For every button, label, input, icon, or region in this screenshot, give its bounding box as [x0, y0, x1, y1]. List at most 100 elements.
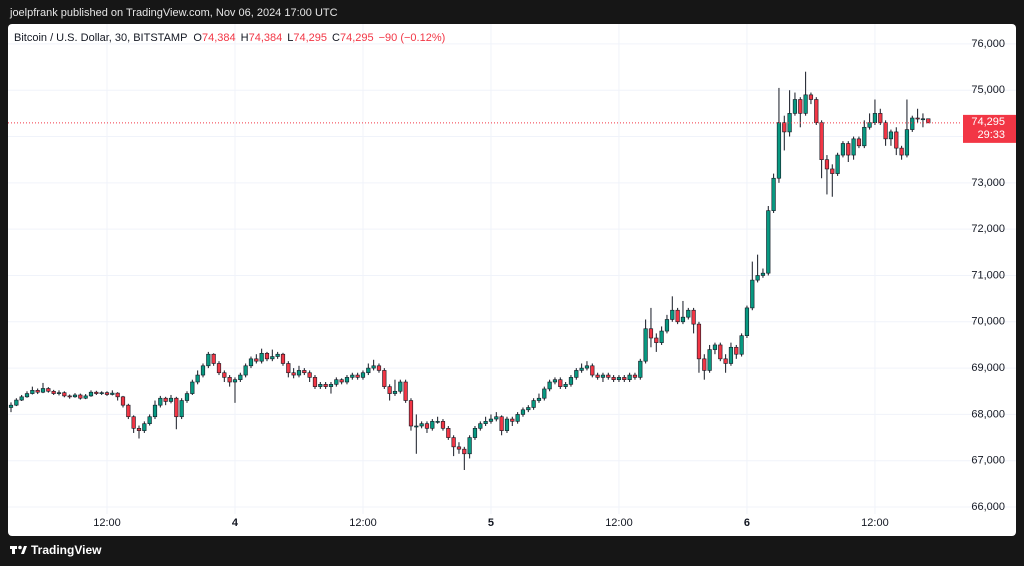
candle-body [200, 365, 206, 376]
candle-body [926, 118, 931, 124]
candle-body [766, 210, 771, 274]
candle-body [222, 372, 227, 378]
candle-body [776, 122, 782, 179]
candle-body [67, 395, 72, 398]
candle-body [211, 353, 216, 364]
candle-body [718, 344, 723, 360]
candle-body [904, 129, 910, 156]
candle-body [840, 143, 846, 156]
candle-body [248, 358, 254, 367]
candle-body [920, 118, 926, 121]
candle-body [206, 353, 211, 367]
legend-value: 74,295 [340, 32, 374, 44]
candle-body [494, 416, 499, 420]
candle-body [94, 391, 99, 394]
y-tick-label: 72,000 [971, 223, 1005, 235]
candle-body [782, 122, 787, 133]
candle-body [622, 377, 627, 380]
y-tick-label: 76,000 [971, 38, 1005, 50]
candle-body [307, 372, 312, 378]
candle-body [648, 328, 654, 339]
candle-body [883, 122, 888, 140]
candle-body [568, 377, 574, 385]
candle-body [542, 388, 547, 399]
x-tick-label: 12:00 [93, 517, 121, 529]
candle-body [238, 374, 243, 380]
candle-body [771, 177, 776, 211]
y-tick-label: 69,000 [971, 362, 1005, 374]
x-tick-label: 12:00 [349, 517, 377, 529]
y-tick-label: 68,000 [971, 408, 1005, 420]
legend-value: 74,295 [293, 32, 327, 44]
candle-body [675, 309, 680, 323]
candle-body [563, 384, 568, 387]
candle-body [46, 388, 51, 392]
x-tick-label: 6 [744, 517, 750, 529]
candle-body [254, 358, 259, 362]
candle-body [280, 353, 286, 364]
candle-body [504, 418, 510, 431]
candle-body [136, 428, 142, 431]
candle-body [488, 418, 494, 422]
candle-body [440, 421, 446, 429]
tv-logo [10, 545, 27, 554]
candle-body [403, 381, 408, 401]
candle-body [195, 374, 200, 383]
candle-body [739, 335, 744, 355]
candle-body [350, 374, 355, 378]
candle-body [174, 397, 179, 418]
candle-body [302, 370, 307, 374]
candle-body [446, 428, 451, 438]
candle-body [627, 374, 632, 380]
candle-body [467, 437, 472, 455]
candle-body [414, 425, 419, 428]
candle-body [712, 344, 718, 350]
candle-body [483, 421, 488, 424]
candle-body [19, 396, 24, 401]
candle-body [8, 404, 14, 408]
candle-body [35, 390, 40, 393]
candle-body [830, 168, 835, 174]
candle-body [392, 390, 398, 394]
candle-body [99, 392, 104, 394]
candle-body [24, 393, 30, 398]
candle-body [595, 374, 600, 378]
candle-body [872, 113, 878, 123]
symbol-title: Bitcoin / U.S. Dollar, 30, BITSTAMP [14, 32, 187, 44]
candle-body [691, 309, 696, 325]
legend-key: C [332, 32, 340, 44]
candle-body [275, 353, 280, 357]
countdown-label: 29:33 [977, 129, 1005, 141]
y-tick-label: 66,000 [971, 501, 1005, 513]
legend-key: O [193, 32, 202, 44]
candle-body [659, 330, 664, 343]
candle-body [472, 428, 478, 438]
candle-body [323, 384, 328, 387]
candle-body [435, 421, 440, 423]
candle-body [643, 328, 648, 362]
y-tick-label: 73,000 [971, 177, 1005, 189]
candle-body [179, 400, 184, 418]
candle-body [339, 379, 344, 383]
candle-body [835, 154, 840, 174]
candle-body [291, 372, 296, 376]
candle-body [574, 370, 579, 378]
candle-body [51, 390, 56, 394]
candle-body [115, 392, 120, 398]
candle-body [558, 379, 563, 387]
candle-body [611, 377, 616, 380]
candle-body [632, 374, 638, 378]
candle-body [744, 307, 750, 336]
candle-body [670, 309, 675, 320]
candle-body [579, 367, 584, 371]
candle-body [899, 147, 904, 156]
legend-value: 74,384 [249, 32, 283, 44]
candle-body [456, 446, 462, 450]
x-tick-label: 12:00 [605, 517, 633, 529]
candle-body [851, 138, 856, 156]
candle-body [702, 358, 707, 371]
candle-body [120, 396, 126, 406]
candle-body [910, 117, 915, 130]
candle-body [520, 409, 526, 415]
